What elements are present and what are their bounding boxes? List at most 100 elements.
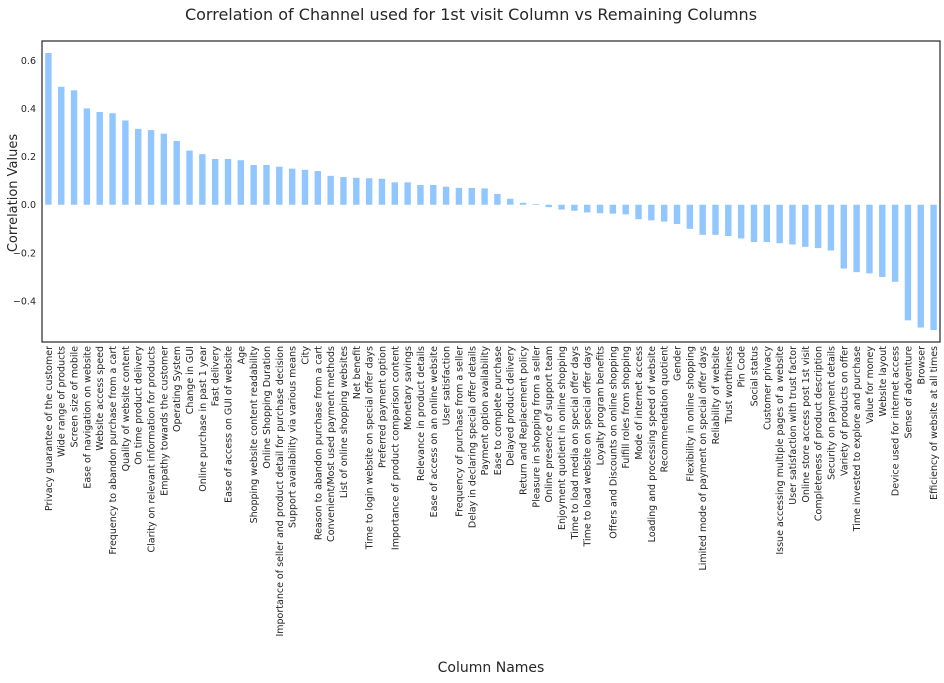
x-category-label: Importance of seller and product detail … bbox=[275, 346, 286, 637]
x-category-label: Online store access post 1st visit bbox=[801, 346, 812, 503]
bar bbox=[391, 182, 398, 205]
x-category-label: Time to load website on special offer da… bbox=[583, 346, 594, 548]
bar bbox=[468, 187, 475, 205]
x-category-label: Customer privacy bbox=[762, 346, 773, 430]
bar bbox=[904, 204, 912, 321]
bar bbox=[712, 204, 719, 235]
bar bbox=[827, 204, 835, 251]
x-category-label: Online Shopping Duration bbox=[262, 346, 273, 469]
bar bbox=[609, 204, 617, 214]
bar bbox=[789, 204, 796, 245]
x-category-label: Offers and Discounts on online shopping bbox=[608, 346, 619, 539]
bar bbox=[571, 204, 578, 211]
x-category-label: User satisfaction bbox=[442, 346, 453, 425]
bar bbox=[263, 165, 270, 205]
x-category-label: City bbox=[300, 346, 311, 365]
x-axis-label: Column Names bbox=[438, 660, 545, 676]
bar bbox=[879, 204, 886, 277]
bar bbox=[199, 154, 206, 205]
bar bbox=[301, 169, 309, 205]
bar bbox=[442, 186, 450, 205]
x-category-label: Fast delivery bbox=[211, 346, 222, 407]
x-category-label: Enjoyment quotient in online shopping bbox=[557, 346, 568, 530]
bar bbox=[776, 204, 783, 244]
bar bbox=[160, 133, 168, 205]
bar bbox=[353, 177, 360, 205]
bar bbox=[584, 204, 591, 213]
bar bbox=[596, 204, 604, 214]
bar bbox=[750, 204, 758, 243]
bar bbox=[558, 204, 565, 210]
x-category-label: User satisfaction with trust factor bbox=[788, 346, 799, 505]
x-category-label: Clarity on relevant information for prod… bbox=[147, 346, 158, 553]
y-tick-label: 0.2 bbox=[21, 152, 36, 163]
x-category-label: Ease of navigation on website bbox=[82, 346, 93, 489]
bar bbox=[109, 113, 116, 205]
x-category-label: Online purchase in past 1 year bbox=[198, 346, 209, 492]
y-axis-label: Correlation Values bbox=[6, 134, 21, 253]
bar bbox=[763, 204, 771, 243]
x-category-label: Empathy towards the customer bbox=[159, 346, 170, 496]
bar bbox=[288, 168, 296, 205]
bar bbox=[507, 198, 514, 205]
x-category-label: Shopping website content readability bbox=[249, 346, 260, 524]
bar bbox=[840, 204, 847, 269]
bar bbox=[737, 204, 745, 239]
bar bbox=[378, 178, 386, 205]
x-category-label: Pleasure in shopping from a seller bbox=[531, 346, 542, 508]
bar bbox=[135, 128, 142, 205]
bar bbox=[430, 185, 437, 205]
bar bbox=[404, 182, 411, 205]
bar bbox=[802, 204, 809, 247]
x-category-label: Ease of access on GUI of website bbox=[224, 346, 235, 503]
x-category-label: Limited mode of payment on special offer… bbox=[698, 346, 709, 571]
x-category-label: Ease to complete purchase bbox=[493, 346, 504, 475]
bar bbox=[417, 185, 424, 205]
bar bbox=[853, 204, 860, 273]
bar bbox=[660, 204, 668, 222]
x-category-label: Delay in declaring special offer details bbox=[467, 346, 478, 528]
bar bbox=[917, 204, 924, 328]
bar bbox=[58, 86, 65, 205]
x-category-label: Ease of access on an online website bbox=[429, 346, 440, 518]
x-category-label: Return and Replacement policy bbox=[519, 346, 530, 495]
x-category-label: Issue accessing multiple pages of a webs… bbox=[775, 346, 786, 555]
x-category-label: Website access speed bbox=[95, 346, 106, 451]
x-category-label: Loading and processing speed of website bbox=[647, 346, 658, 542]
y-axis-ticks: −0.4 −0.2 0.0 0.2 0.4 0.6 bbox=[13, 56, 36, 308]
bar bbox=[250, 165, 257, 205]
x-category-label: Security on payment details bbox=[826, 346, 837, 480]
x-category-label: Convenient/Most used payment methods bbox=[326, 346, 337, 542]
bar bbox=[186, 150, 193, 205]
x-category-label: Completeness of product description bbox=[814, 346, 825, 521]
x-category-label: Efficiency of website at all times bbox=[929, 346, 940, 500]
x-category-label: Wide range of products bbox=[57, 346, 68, 457]
bar bbox=[147, 130, 155, 205]
chart-title: Correlation of Channel used for 1st visi… bbox=[185, 5, 757, 24]
x-category-label: Reliability of website bbox=[711, 346, 722, 445]
x-category-label: Mode of internet access bbox=[634, 346, 645, 460]
bar bbox=[545, 204, 552, 208]
y-tick-label: −0.2 bbox=[13, 248, 36, 259]
x-category-label: Importance of product comparison content bbox=[390, 346, 401, 550]
x-category-label: Support availability via various means bbox=[288, 346, 299, 528]
bars-group bbox=[45, 53, 937, 330]
x-category-label: Delayed product delivery bbox=[506, 346, 517, 466]
bar bbox=[314, 171, 322, 205]
x-category-label: Relevance in product details bbox=[416, 346, 427, 481]
bar bbox=[648, 204, 655, 221]
bar bbox=[622, 204, 629, 215]
bar bbox=[891, 204, 899, 282]
x-category-label: Pin Code bbox=[737, 346, 748, 388]
x-category-label: Preferred payment option bbox=[377, 346, 388, 468]
x-category-label: Sense of adventure bbox=[903, 346, 914, 439]
y-tick-label: 0.6 bbox=[21, 56, 36, 67]
plot-frame bbox=[41, 40, 941, 343]
bar bbox=[699, 204, 706, 235]
x-category-label: Time invested to explore and purchase bbox=[852, 346, 863, 533]
x-category-label: Net benefit bbox=[352, 346, 363, 399]
y-tick-label: −0.4 bbox=[13, 297, 36, 308]
x-category-label: Screen size of mobile bbox=[70, 346, 81, 448]
x-category-label: Change in GUI bbox=[185, 346, 196, 414]
bar bbox=[83, 108, 91, 205]
